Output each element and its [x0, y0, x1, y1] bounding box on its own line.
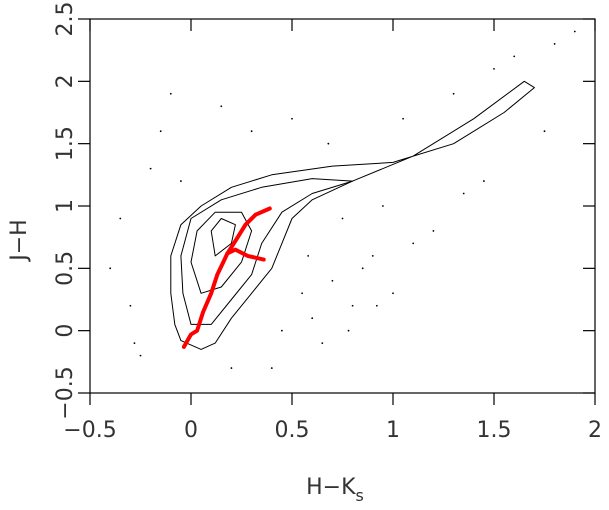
y-tick-label: 1 — [53, 199, 78, 213]
x-axis-label: H−Ks — [306, 475, 364, 505]
star-point — [432, 230, 435, 232]
star-point — [452, 92, 455, 95]
star-point — [412, 242, 415, 245]
contour-line — [170, 80, 535, 350]
star-point — [543, 130, 546, 133]
star-point — [347, 329, 350, 332]
star-point — [493, 67, 495, 70]
x-tick-label: 0 — [184, 418, 198, 443]
star-point — [129, 304, 132, 307]
contour-line — [180, 178, 354, 325]
y-tick-label: −0.5 — [53, 366, 78, 419]
star-point — [375, 304, 378, 307]
star-point — [402, 117, 404, 120]
star-point — [483, 180, 485, 182]
star-point — [311, 317, 314, 320]
star-point — [351, 304, 354, 307]
y-tick-label: 2 — [53, 74, 78, 88]
star-point — [553, 43, 556, 45]
star-point — [361, 267, 364, 270]
star-point — [230, 367, 233, 369]
star-point — [307, 254, 310, 257]
star-point — [139, 354, 142, 357]
star-point — [513, 55, 516, 58]
star-point — [109, 267, 112, 270]
contour-line — [190, 211, 253, 294]
star-point — [341, 217, 344, 220]
star-point — [133, 342, 136, 345]
star-point — [371, 254, 374, 257]
star-point — [281, 329, 283, 332]
intrinsic-track — [181, 206, 272, 349]
star-point — [159, 130, 162, 133]
x-axis-label-subscript: s — [356, 486, 364, 505]
plot-frame — [89, 18, 596, 394]
star-point — [270, 367, 273, 369]
star-point — [180, 180, 182, 182]
star-point — [149, 167, 152, 170]
star-point — [291, 117, 293, 120]
x-axis-label-main: H−K — [306, 475, 356, 500]
star-point — [462, 192, 465, 195]
star-point — [392, 292, 394, 295]
y-tick-label: 1.5 — [53, 126, 78, 161]
star-point — [220, 105, 223, 108]
y-axis-label: J−H — [7, 219, 32, 262]
x-tick-label: 0.5 — [275, 418, 310, 443]
star-point — [382, 205, 384, 207]
star-point — [301, 292, 303, 295]
y-tick-label: 2.5 — [53, 2, 78, 37]
star-point — [321, 342, 324, 345]
x-tick-label: 1 — [386, 418, 400, 443]
contour-line — [210, 218, 236, 257]
star-point — [327, 142, 330, 145]
y-tick-label: 0.5 — [53, 251, 78, 286]
star-point — [119, 217, 122, 220]
y-tick-label: 0 — [53, 324, 78, 338]
x-tick-label: 1.5 — [477, 418, 512, 443]
star-point — [250, 130, 253, 133]
x-tick-label: −0.5 — [63, 418, 116, 443]
intrinsic-track — [225, 247, 266, 262]
star-point — [169, 92, 172, 95]
star-point — [573, 30, 576, 33]
star-point — [331, 279, 334, 282]
x-tick-label: 2 — [588, 418, 602, 443]
